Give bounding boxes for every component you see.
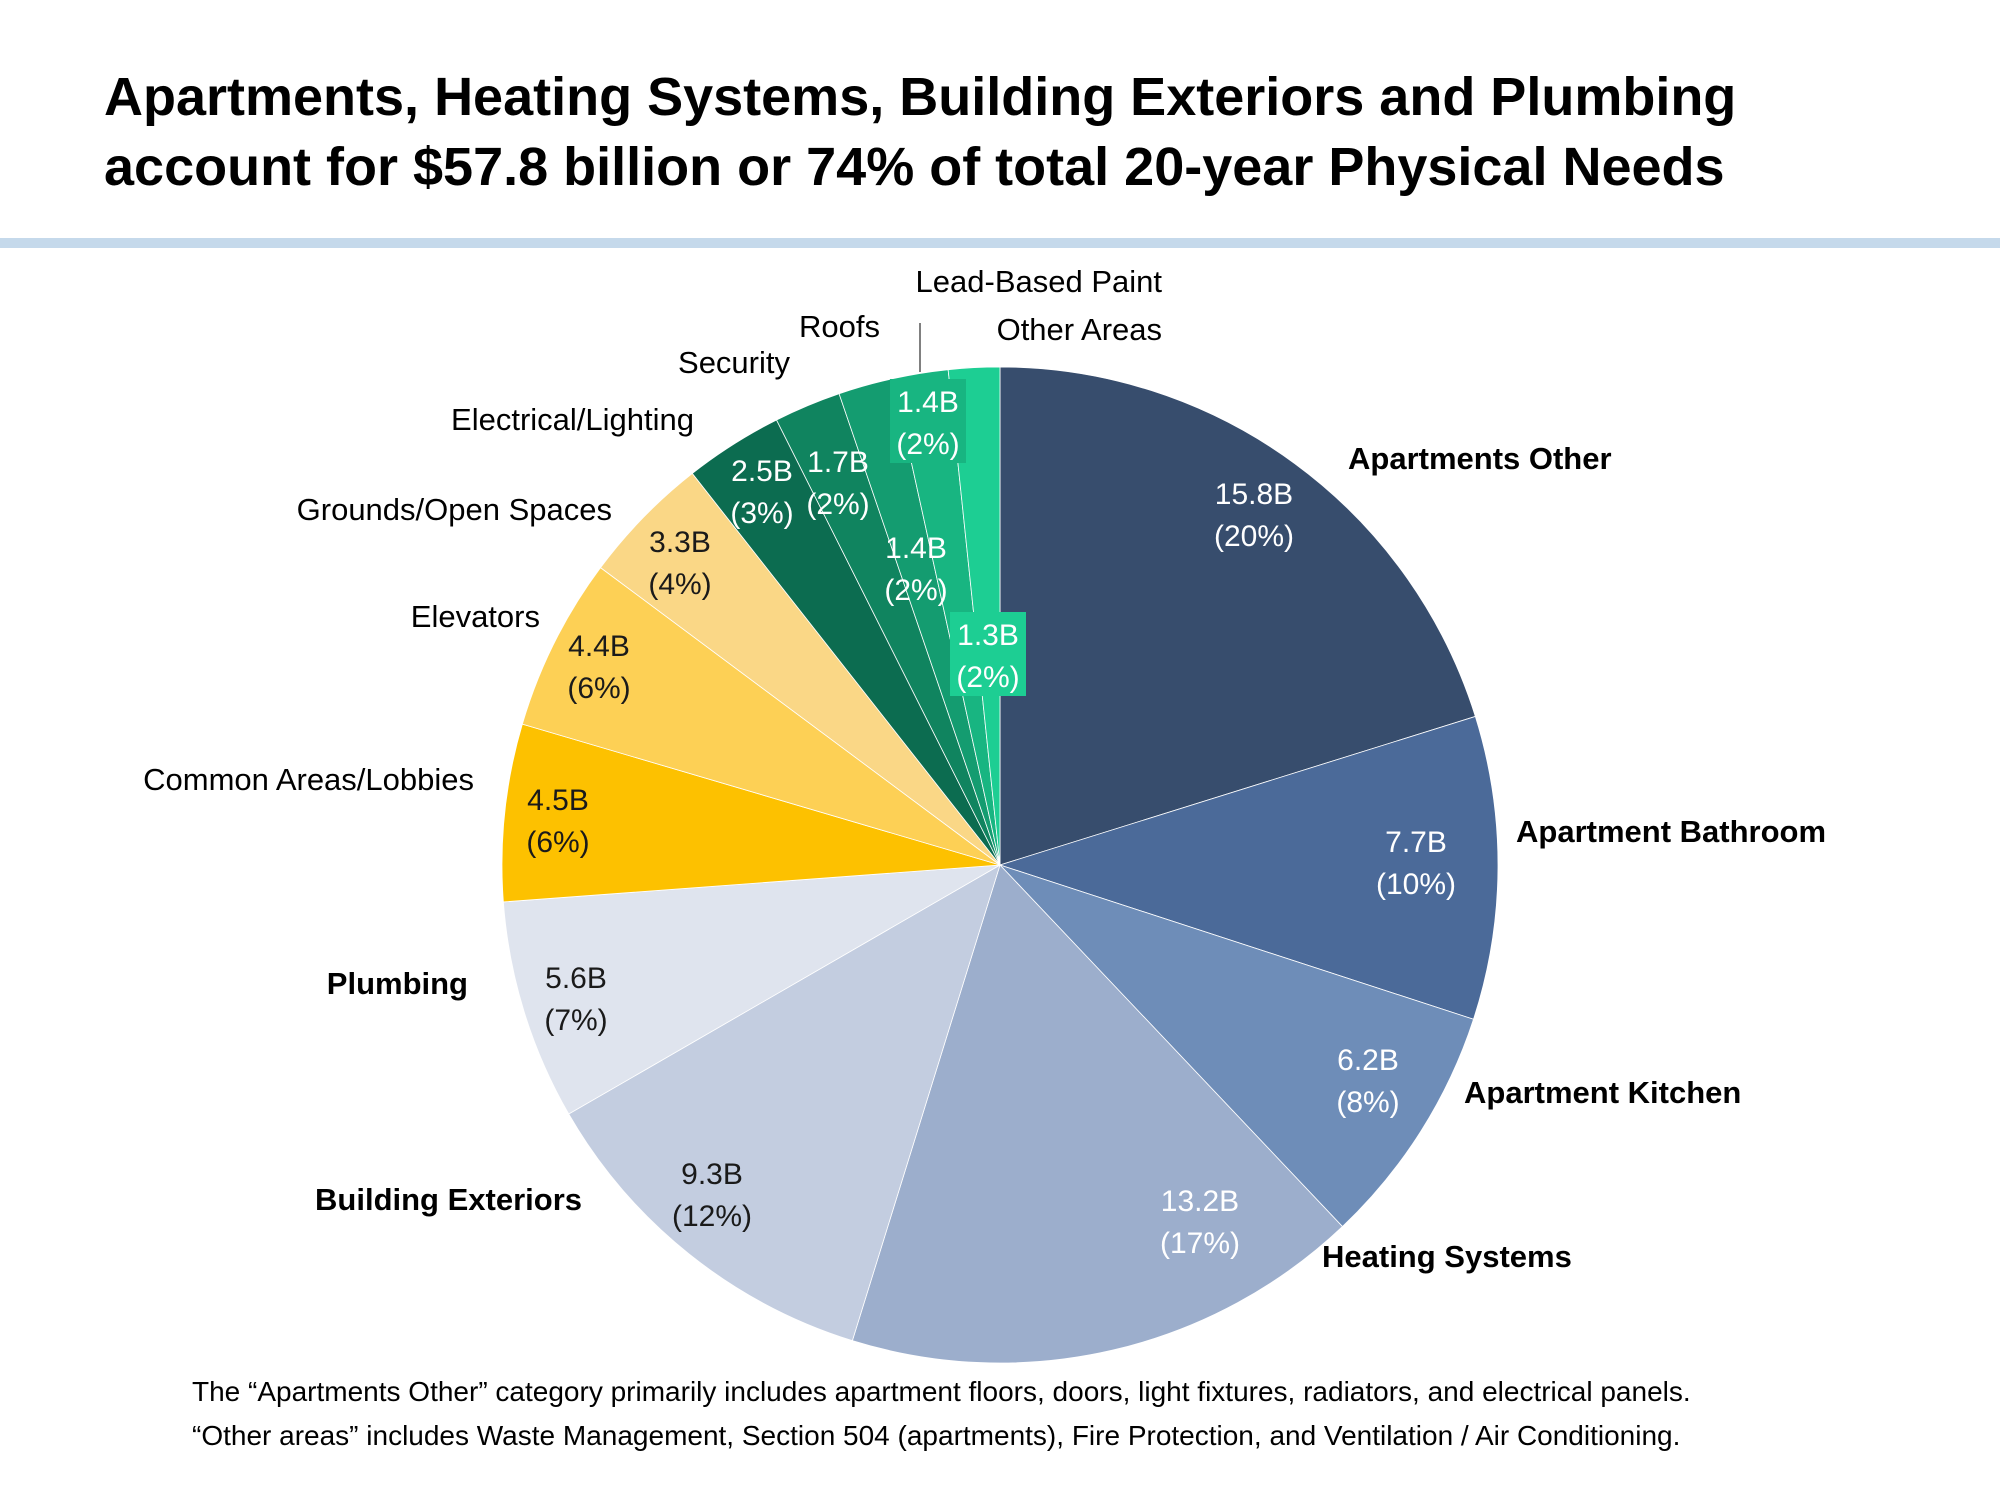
pie-value-labels: 15.8B (20%) 7.7B (10%) 6.2B (8%) 13.2B (17%) 9.3… [526, 379, 1456, 1260]
value-label-electrical-lighting: 2.5B [731, 455, 793, 488]
category-label-electrical-lighting: Electrical/Lighting [451, 402, 694, 437]
category-label-common-areas-lobbies: Common Areas/Lobbies [143, 762, 474, 797]
slice-apartment-bathroom [998, 715, 1499, 1020]
category-label-grounds-open-spaces: Grounds/Open Spaces [297, 492, 612, 527]
slice-apartment-kitchen [999, 864, 1475, 1228]
slice-elevators [521, 567, 1001, 866]
category-label-other-areas: Other Areas [997, 312, 1162, 347]
pct-label-apartment-bathroom: (10%) [1376, 868, 1456, 901]
slice-apartments-other [999, 366, 1476, 866]
pct-label-apartment-kitchen: (8%) [1336, 1086, 1399, 1119]
slide-title-line-2: account for $57.8 billion or 74% of tota… [104, 137, 1725, 197]
value-label-apartments-other: 15.8B [1215, 478, 1293, 511]
category-label-apartment-bathroom: Apartment Bathroom [1516, 814, 1826, 849]
category-label-elevators: Elevators [411, 599, 540, 634]
pct-label-electrical-lighting: (3%) [730, 497, 793, 530]
pct-label-lead-based-paint: (2%) [896, 428, 959, 461]
value-label-security: 1.7B [807, 446, 869, 479]
category-label-heating-systems: Heating Systems [1322, 1239, 1572, 1274]
value-label-elevators: 4.4B [568, 630, 630, 663]
value-label-plumbing: 5.6B [545, 962, 607, 995]
pct-label-plumbing: (7%) [544, 1004, 607, 1037]
pct-label-elevators: (6%) [567, 672, 630, 705]
slice-plumbing [502, 864, 1001, 1115]
slide-title-line-1: Apartments, Heating Systems, Building Ex… [104, 67, 1737, 127]
value-label-common-areas-lobbies: 4.5B [527, 784, 589, 817]
value-label-apartment-bathroom: 7.7B [1385, 826, 1447, 859]
pct-label-roofs: (2%) [884, 574, 947, 607]
value-label-grounds-open-spaces: 3.3B [649, 526, 711, 559]
category-label-apartment-kitchen: Apartment Kitchen [1464, 1075, 1741, 1110]
pie-category-labels: Apartments Other Apartment Bathroom Apartm… [143, 264, 1826, 1274]
value-label-heating-systems: 13.2B [1161, 1185, 1239, 1218]
footnote-line-2: “Other areas” includes Waste Management,… [192, 1420, 1681, 1451]
value-label-roofs: 1.4B [885, 532, 947, 565]
pct-label-common-areas-lobbies: (6%) [526, 826, 589, 859]
category-label-apartments-other: Apartments Other [1348, 441, 1612, 476]
footnote: The “Apartments Other” category primaril… [192, 1370, 1972, 1458]
footnote-line-1: The “Apartments Other” category primaril… [192, 1376, 1691, 1407]
value-label-lead-based-paint: 1.4B [897, 386, 959, 419]
title-divider [0, 238, 2000, 248]
value-label-bg-lead-based-paint [890, 379, 966, 463]
value-label-bg-other-areas [950, 612, 1026, 696]
slice-building-exteriors [568, 864, 1001, 1342]
value-label-other-areas: 1.3B [957, 619, 1019, 652]
pct-label-building-exteriors: (12%) [672, 1200, 752, 1233]
pct-label-heating-systems: (17%) [1160, 1227, 1240, 1260]
pct-label-grounds-open-spaces: (4%) [648, 568, 711, 601]
category-label-plumbing: Plumbing [327, 966, 468, 1001]
pct-label-other-areas: (2%) [956, 661, 1019, 694]
pie-slices [501, 366, 1499, 1364]
category-label-security: Security [678, 345, 790, 380]
value-label-building-exteriors: 9.3B [681, 1158, 743, 1191]
value-label-apartment-kitchen: 6.2B [1337, 1044, 1399, 1077]
category-label-lead-based-paint: Lead-Based Paint [916, 264, 1163, 299]
category-label-roofs: Roofs [799, 309, 880, 344]
slice-common-areas-lobbies [501, 723, 1001, 903]
pct-label-security: (2%) [806, 488, 869, 521]
slide-title: Apartments, Heating Systems, Building Ex… [104, 62, 1964, 202]
pct-label-apartments-other: (20%) [1214, 520, 1294, 553]
slice-heating-systems [851, 864, 1344, 1364]
category-label-building-exteriors: Building Exteriors [315, 1182, 582, 1217]
